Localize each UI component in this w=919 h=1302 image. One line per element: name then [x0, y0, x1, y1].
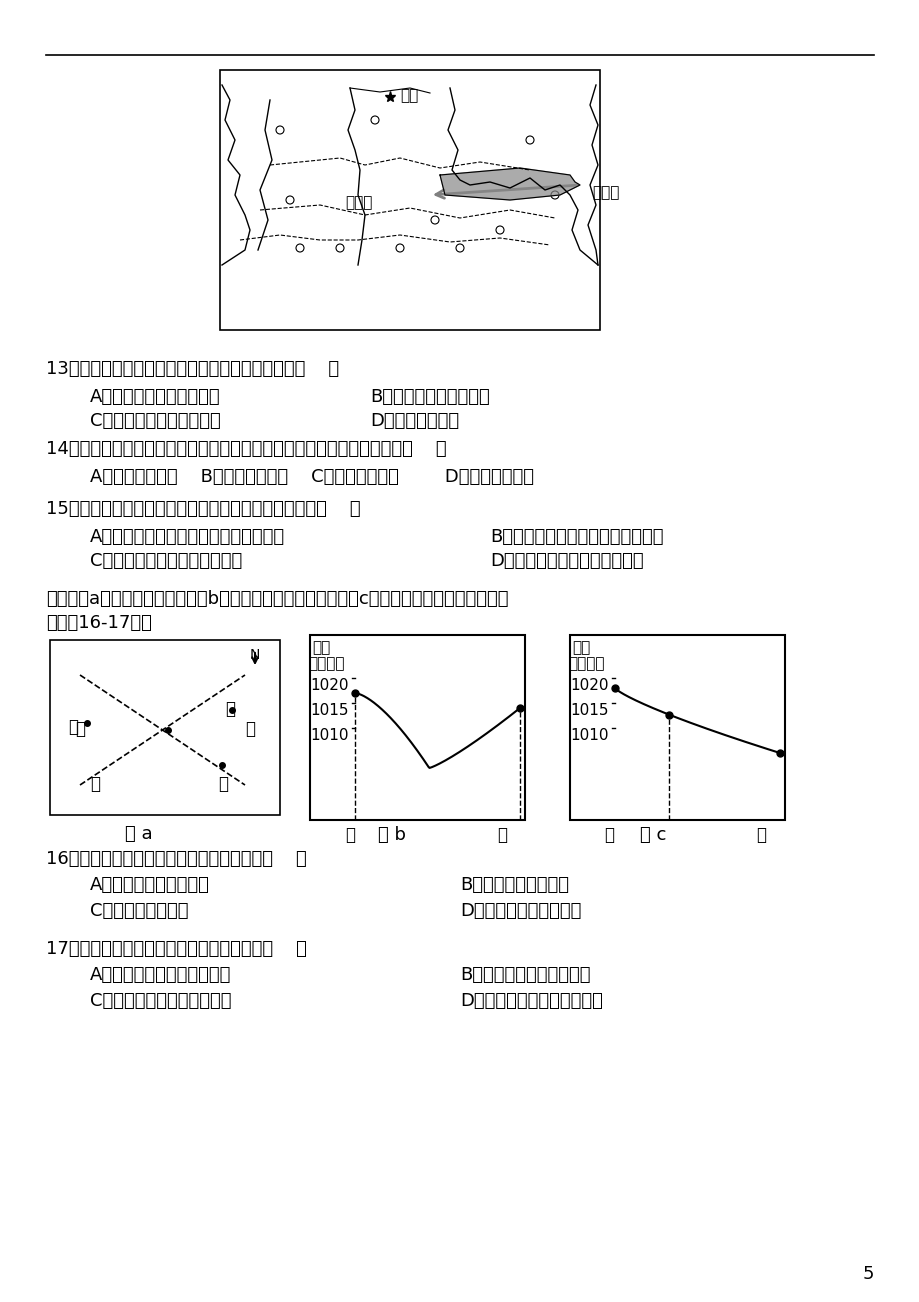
Text: 气压: 气压: [572, 641, 590, 655]
Text: 甲: 甲: [75, 720, 85, 738]
Text: D．丙丁之间为冷锋锋线: D．丙丁之间为冷锋锋线: [460, 902, 581, 921]
Text: D．短期内造成部分劳动力失业: D．短期内造成部分劳动力失业: [490, 552, 643, 570]
Text: 图 b: 图 b: [378, 825, 405, 844]
Text: 15．纺织和服装等企业抱团转移对南通市的影响主要是（    ）: 15．纺织和服装等企业抱团转移对南通市的影响主要是（ ）: [46, 500, 360, 518]
Text: 14．与企业个体分散转移相比，纺织和服装等企业抱团转移的主要优势是（    ）: 14．与企业个体分散转移相比，纺织和服装等企业抱团转移的主要优势是（ ）: [46, 440, 446, 458]
Text: D．丙地近地面气压小于丁地: D．丙地近地面气压小于丁地: [460, 992, 602, 1010]
Text: （百帡）: （百帡）: [567, 656, 604, 671]
Text: 此回答16-17题。: 此回答16-17题。: [46, 615, 152, 631]
Text: C．丙地近地面风速大于丁地: C．丙地近地面风速大于丁地: [90, 992, 232, 1010]
Text: 16．根据图示信息推断，下列叙述正确的是（    ）: 16．根据图示信息推断，下列叙述正确的是（ ）: [46, 850, 306, 868]
Text: D．基础设施完善: D．基础设施完善: [369, 411, 459, 430]
Text: 甲: 甲: [345, 825, 355, 844]
Text: 1020: 1020: [310, 678, 348, 693]
FancyArrowPatch shape: [436, 185, 576, 198]
Text: 下图中图a为北半球某区域图，图b示意沿甲乙线的气压变化，图c表示沿丙丁线的气压变化。据: 下图中图a为北半球某区域图，图b示意沿甲乙线的气压变化，图c表示沿丙丁线的气压变…: [46, 590, 508, 608]
Text: N: N: [250, 648, 260, 661]
Text: 甲: 甲: [68, 717, 78, 736]
Text: 1015: 1015: [310, 703, 348, 717]
Text: 南通市: 南通市: [591, 185, 618, 201]
Text: 图 a: 图 a: [125, 825, 153, 842]
Text: 13．太康吸引南通纺织产业迁入的主要区位优势是（    ）: 13．太康吸引南通纺织产业迁入的主要区位优势是（ ）: [46, 359, 339, 378]
Text: C．劳动力丰富且质优价廉: C．劳动力丰富且质优价廉: [90, 411, 221, 430]
Text: 太康县: 太康县: [345, 195, 372, 210]
Bar: [570, 635, 784, 820]
Text: 丁: 丁: [244, 720, 255, 738]
Text: A．环境改变较小    B．协作条件较好    C．接近原料产地        D．地租更加便宜: A．环境改变较小 B．协作条件较好 C．接近原料产地 D．地租更加便宜: [90, 467, 533, 486]
Text: 丁: 丁: [225, 700, 234, 717]
Bar: [50, 641, 279, 815]
Text: 1010: 1010: [570, 728, 607, 743]
Text: 5: 5: [862, 1266, 873, 1282]
Text: 气压: 气压: [312, 641, 330, 655]
Text: 1020: 1020: [570, 678, 607, 693]
Text: 丁: 丁: [755, 825, 766, 844]
Text: 丙: 丙: [90, 775, 100, 793]
Text: （百帕）: （百帕）: [308, 656, 344, 671]
Text: 乙: 乙: [218, 775, 228, 793]
Text: B．甲地降水概率小于乙地: B．甲地降水概率小于乙地: [460, 966, 590, 984]
Text: 图 c: 图 c: [640, 825, 665, 844]
Text: 北京: 北京: [400, 89, 418, 103]
Polygon shape: [439, 168, 579, 201]
Text: A．造成产业结构失调，不利于经济发展: A．造成产业结构失调，不利于经济发展: [90, 529, 285, 546]
Bar: [310, 635, 525, 820]
Text: A．甲乙之间为冷锋锋线: A．甲乙之间为冷锋锋线: [90, 876, 210, 894]
Text: B．甲乙之间为反气旋: B．甲乙之间为反气旋: [460, 876, 568, 894]
Text: 17．根据图示信息推断，下列叙述正确的是（    ）: 17．根据图示信息推断，下列叙述正确的是（ ）: [46, 940, 307, 958]
Text: C．丙丁之间为气旋: C．丙丁之间为气旋: [90, 902, 188, 921]
Bar: [220, 70, 599, 329]
Text: B．中原地带，市场广阔: B．中原地带，市场广阔: [369, 388, 489, 406]
Text: 1010: 1010: [310, 728, 348, 743]
Text: C．有利于促进城市化和工业化: C．有利于促进城市化和工业化: [90, 552, 242, 570]
Text: B．造成人口性别比失衡，社会失稳: B．造成人口性别比失衡，社会失稳: [490, 529, 663, 546]
Text: A．交通便捷，进入市场快: A．交通便捷，进入市场快: [90, 388, 221, 406]
Text: 乙: 乙: [496, 825, 506, 844]
Text: 丙: 丙: [604, 825, 613, 844]
Text: A．甲地气温日较差小于乙地: A．甲地气温日较差小于乙地: [90, 966, 231, 984]
Text: 1015: 1015: [570, 703, 607, 717]
